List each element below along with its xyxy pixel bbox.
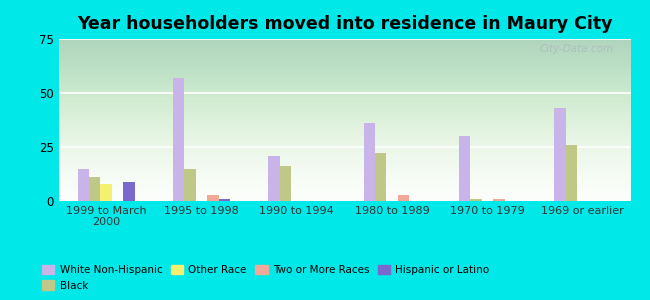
- Bar: [554, 108, 565, 201]
- Bar: [207, 194, 218, 201]
- Legend: White Non-Hispanic, Black, Other Race, Two or More Races, Hispanic or Latino: White Non-Hispanic, Black, Other Race, T…: [38, 261, 493, 295]
- Bar: [173, 78, 185, 201]
- Title: Year householders moved into residence in Maury City: Year householders moved into residence i…: [77, 15, 612, 33]
- Bar: [77, 169, 89, 201]
- Bar: [375, 154, 387, 201]
- Bar: [89, 177, 101, 201]
- Bar: [566, 145, 577, 201]
- Bar: [280, 167, 291, 201]
- Bar: [218, 199, 230, 201]
- Bar: [185, 169, 196, 201]
- Text: City-Data.com: City-Data.com: [540, 44, 614, 54]
- Bar: [471, 199, 482, 201]
- Bar: [124, 182, 135, 201]
- Bar: [493, 199, 504, 201]
- Bar: [398, 194, 410, 201]
- Bar: [459, 136, 471, 201]
- Bar: [363, 123, 375, 201]
- Bar: [101, 184, 112, 201]
- Bar: [268, 156, 280, 201]
